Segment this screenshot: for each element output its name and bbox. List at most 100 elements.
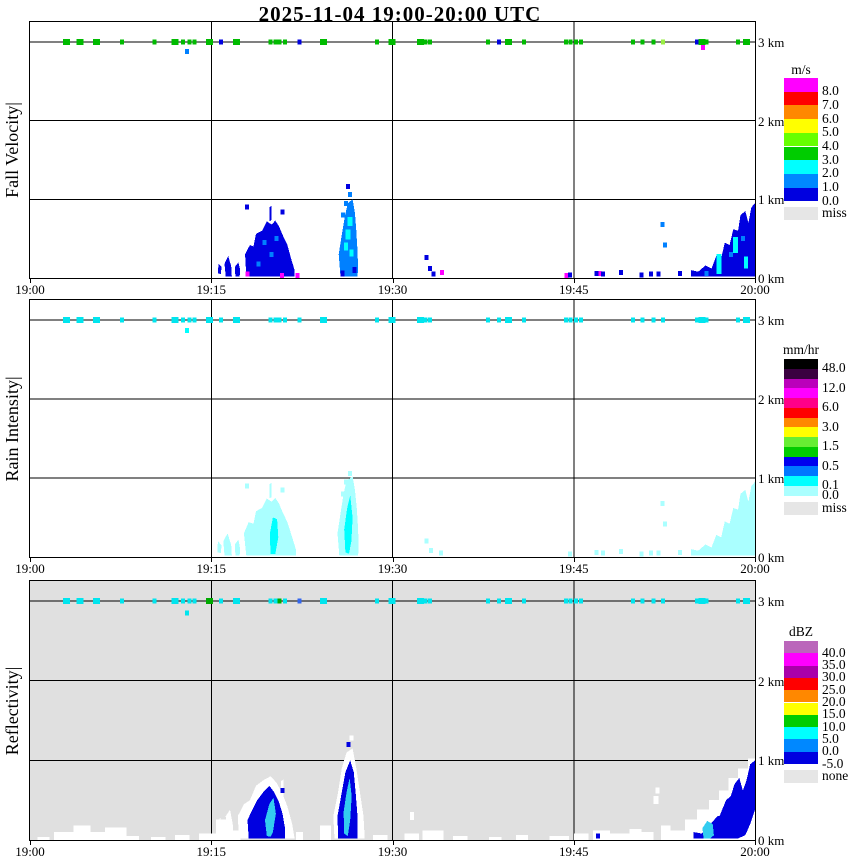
reflectivity-legend-swatch bbox=[784, 727, 818, 740]
reflectivity-plot bbox=[30, 581, 755, 840]
time-tick-label: 19:00 bbox=[15, 561, 45, 576]
echo-pixel bbox=[340, 491, 345, 497]
km-label: 2 km bbox=[758, 113, 785, 129]
scatter-dot-3km bbox=[522, 598, 527, 604]
time-tick-mark bbox=[30, 558, 31, 562]
clear-air-patch bbox=[573, 833, 589, 840]
time-tick-mark bbox=[573, 841, 575, 845]
scatter-dot-3km bbox=[282, 598, 287, 604]
echo-pixel bbox=[660, 500, 665, 506]
fall-velocity-legend-swatch bbox=[784, 160, 818, 174]
rain-intensity-legend-swatch bbox=[784, 456, 818, 467]
time-tick-mark bbox=[30, 841, 31, 845]
echo-pixel bbox=[740, 236, 745, 242]
reflectivity-legend-missing-swatch bbox=[784, 770, 818, 783]
echo-blob bbox=[691, 203, 755, 277]
echo-pixel bbox=[662, 242, 667, 248]
echo-pixel bbox=[438, 550, 443, 556]
scatter-dot-3km bbox=[505, 598, 512, 604]
echo-pixel bbox=[280, 209, 285, 215]
km-label: 3 km bbox=[758, 594, 785, 609]
time-tick-label: 19:45 bbox=[558, 561, 589, 576]
scatter-dot-3km bbox=[76, 317, 84, 323]
echo-pixel bbox=[429, 548, 434, 554]
scatter-dot-3km bbox=[282, 39, 287, 45]
scatter-dot-3km bbox=[416, 317, 424, 323]
km-label: 3 km bbox=[758, 35, 785, 50]
scatter-dot-3km bbox=[320, 317, 328, 323]
scatter-dot-3km bbox=[496, 39, 501, 45]
scatter-dot-3km bbox=[522, 39, 527, 45]
echo-pixel bbox=[244, 483, 249, 489]
rain-intensity-legend-label: 0.0 bbox=[822, 487, 839, 502]
reflectivity-legend-missing-label: none bbox=[822, 768, 849, 783]
scatter-dot-3km bbox=[630, 317, 635, 323]
km-label: 3 km bbox=[758, 313, 785, 328]
km-label: 1 km bbox=[758, 471, 785, 486]
scatter-dot-3km bbox=[704, 598, 709, 604]
scatter-dot-3km bbox=[297, 39, 302, 45]
echo-pixel bbox=[743, 256, 748, 269]
scatter-dot-3km bbox=[485, 39, 490, 45]
time-tick-mark bbox=[755, 841, 756, 845]
reflectivity-legend-label: -5.0 bbox=[822, 755, 844, 771]
scatter-dot-3km bbox=[423, 39, 428, 45]
fall-velocity-legend-swatch bbox=[784, 173, 818, 188]
rain-intensity-legend-swatch bbox=[784, 446, 818, 457]
scatter-dot-3km bbox=[704, 39, 709, 45]
rain-intensity-legend-swatch bbox=[784, 466, 818, 477]
time-tick-label: 19:00 bbox=[15, 282, 45, 297]
scatter-dot-3km bbox=[205, 39, 213, 45]
rain-intensity-legend-unit: mm/hr bbox=[783, 342, 819, 357]
rain-intensity-legend-swatch bbox=[784, 427, 818, 438]
scatter-dot-3km bbox=[579, 317, 583, 323]
fall-velocity-plot bbox=[30, 22, 755, 278]
clear-air-patch bbox=[593, 830, 610, 840]
echo-pixel bbox=[340, 270, 345, 277]
reflectivity-legend-label: 5.0 bbox=[822, 730, 839, 746]
scatter-dot-3km bbox=[630, 598, 635, 604]
scatter-dot-3km bbox=[568, 317, 573, 323]
clear-air-patch bbox=[670, 830, 685, 840]
scatter-dot-3km bbox=[282, 317, 287, 323]
echo-pixel bbox=[600, 271, 605, 277]
fall-velocity-legend-swatch bbox=[784, 78, 818, 92]
time-tick-mark bbox=[755, 279, 756, 283]
fall-velocity-legend-unit: m/s bbox=[791, 62, 811, 77]
echo-pixel bbox=[409, 812, 414, 821]
echo-pixel bbox=[244, 204, 249, 210]
scatter-dot-3km bbox=[661, 39, 666, 45]
clear-air-patch bbox=[73, 825, 91, 840]
echo-pixel bbox=[280, 487, 285, 493]
reflectivity-legend-swatch bbox=[784, 641, 818, 654]
echo-pixel bbox=[678, 549, 683, 555]
clear-air-patch bbox=[610, 833, 630, 840]
scatter-dot-3km bbox=[152, 317, 157, 323]
echo-pixel bbox=[256, 261, 261, 267]
scatter-dot-3km bbox=[268, 598, 273, 604]
km-label: 0 km bbox=[758, 833, 785, 848]
reflectivity-legend-swatch bbox=[784, 702, 818, 715]
echo-blob bbox=[702, 820, 714, 839]
echo-pixel bbox=[701, 45, 706, 51]
scatter-dot-3km bbox=[651, 317, 656, 323]
echo-pixel bbox=[343, 479, 348, 485]
echo-blob bbox=[265, 797, 276, 837]
scatter-dot-3km bbox=[416, 39, 424, 45]
km-label: 2 km bbox=[758, 673, 785, 689]
scatter-dot-3km bbox=[485, 317, 490, 323]
fall-velocity-legend-label: 7.0 bbox=[822, 96, 839, 112]
scatter-dot-3km bbox=[736, 39, 741, 45]
echo-blob bbox=[234, 262, 241, 277]
echo-blob bbox=[234, 539, 241, 556]
reflectivity-panel bbox=[29, 580, 756, 841]
echo-pixel bbox=[600, 550, 605, 556]
echo-pixel bbox=[639, 272, 644, 278]
rain-intensity-legend-label: 48.0 bbox=[822, 360, 846, 376]
echo-pixel bbox=[185, 610, 190, 616]
echo-pixel bbox=[185, 327, 190, 333]
echo-pixel bbox=[597, 270, 602, 276]
fall-velocity-legend-swatch bbox=[784, 91, 818, 106]
scatter-dot-3km bbox=[522, 317, 527, 323]
time-tick-mark bbox=[573, 558, 575, 562]
